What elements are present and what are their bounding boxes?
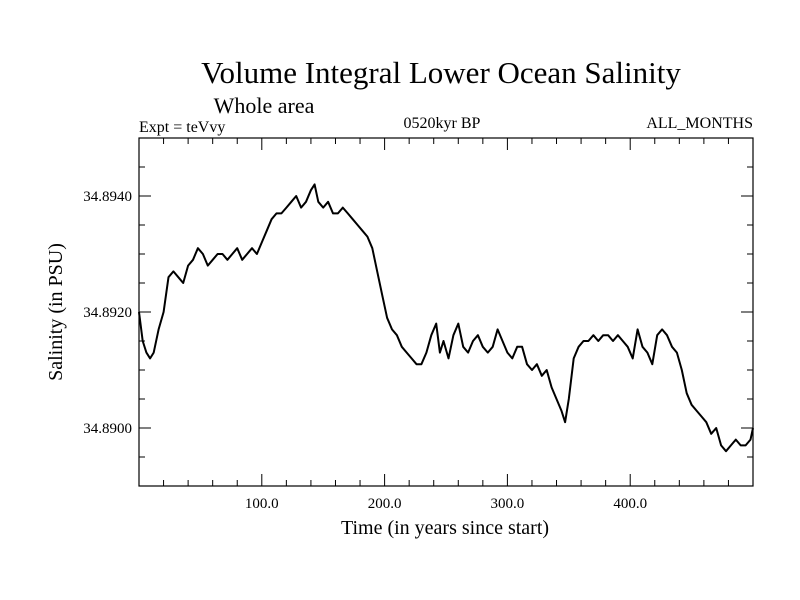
- experiment-label: Expt = teVvy: [139, 119, 225, 136]
- y-tick-label: 34.8900: [83, 421, 132, 437]
- chart-subtitle: Whole area: [214, 93, 315, 118]
- period-label: 0520kyr BP: [404, 115, 481, 132]
- plot-frame: [138, 137, 754, 487]
- plot-area: [138, 183, 754, 453]
- y-axis-label: Salinity (in PSU): [45, 243, 67, 381]
- y-tick-label: 34.8940: [83, 189, 132, 205]
- y-tick-label: 34.8920: [83, 305, 132, 321]
- x-axis-label: Time (in years since start): [341, 517, 549, 539]
- axes: [138, 137, 754, 487]
- tick-marks: [139, 138, 753, 486]
- x-tick-labels: 100.0 200.0 300.0 400.0: [245, 496, 647, 512]
- x-tick-label: 100.0: [245, 496, 279, 512]
- series-line-salinity: [138, 183, 754, 453]
- chart-title: Volume Integral Lower Ocean Salinity: [201, 55, 681, 90]
- y-tick-labels: 34.8900 34.8920 34.8940: [83, 189, 132, 437]
- x-tick-label: 400.0: [613, 496, 647, 512]
- x-tick-label: 200.0: [368, 496, 402, 512]
- months-label: ALL_MONTHS: [646, 115, 753, 132]
- x-tick-label: 300.0: [491, 496, 525, 512]
